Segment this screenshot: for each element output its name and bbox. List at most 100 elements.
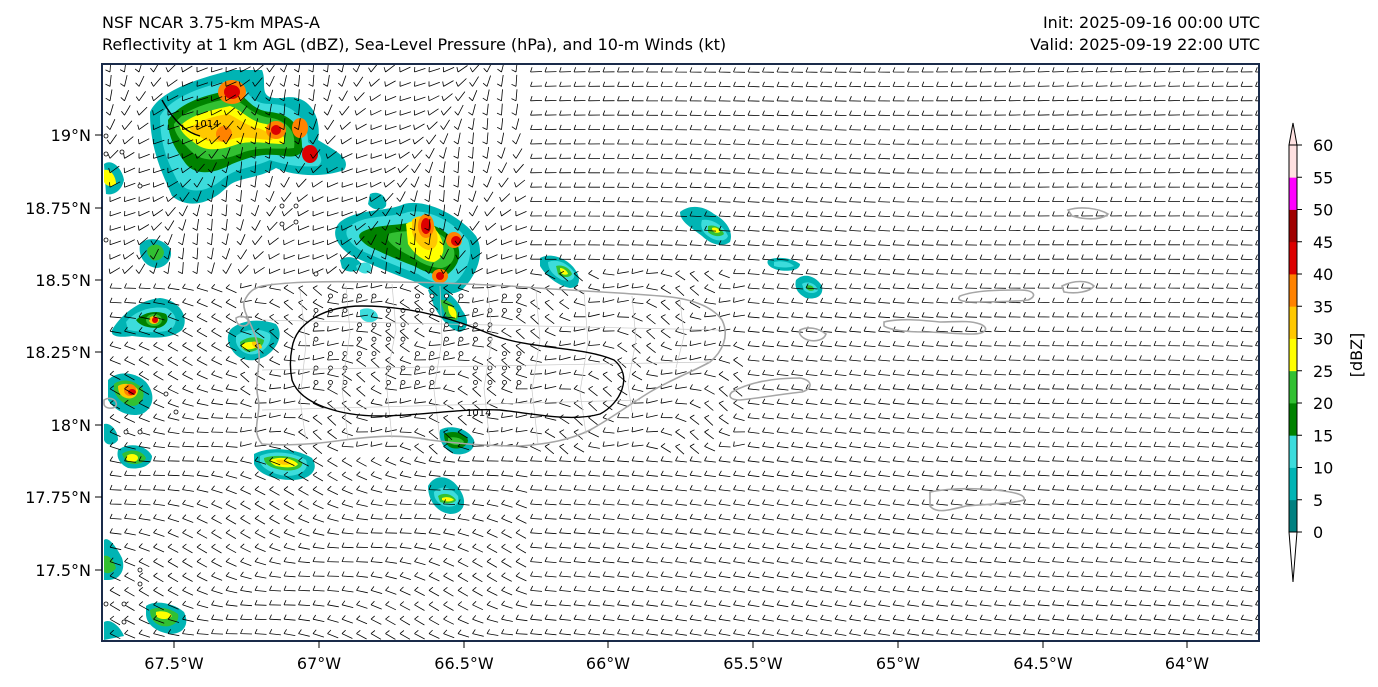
calm-marker [163, 391, 169, 397]
calm-marker [328, 365, 333, 371]
calm-marker [357, 336, 362, 342]
coast-tortola [1061, 280, 1096, 294]
calm-marker [444, 351, 449, 357]
calm-marker [473, 307, 478, 313]
calm-marker [357, 293, 362, 299]
lat-label: 18.75°N [25, 199, 91, 218]
calm-marker [458, 336, 464, 342]
lon-label: 66.5°W [434, 654, 494, 673]
calm-marker [137, 581, 143, 587]
lon-label: 67°W [297, 654, 341, 673]
calm-marker [458, 351, 464, 357]
lat-label: 18.25°N [25, 343, 91, 362]
calm-marker [473, 336, 478, 342]
colorbar-tick-label: 40 [1313, 265, 1333, 284]
municipal-boundaries [261, 283, 721, 445]
valid-time: Valid: 2025-09-19 22:00 UTC [1029, 35, 1260, 54]
lat-label: 17.75°N [25, 488, 91, 507]
calm-marker [415, 351, 420, 357]
calm-marker [371, 336, 377, 342]
colorbar-tick-label: 15 [1313, 426, 1333, 445]
lat-label: 19°N [51, 126, 91, 145]
calm-marker [487, 365, 493, 371]
colorbar-band [1289, 306, 1297, 339]
coastlines [103, 207, 1110, 512]
model-title: NSF NCAR 3.75-km MPAS-A [102, 13, 320, 32]
calm-marker [313, 307, 319, 313]
colorbar-tick-label: 60 [1313, 136, 1333, 155]
colorbar: 0 5 10 15 20 25 30 35 40 45 50 55 60 [dBZ] [1288, 122, 1366, 583]
colorbar-band [1289, 209, 1297, 243]
calm-marker [502, 379, 507, 385]
calm-marker [137, 567, 143, 573]
calm-marker [516, 365, 522, 371]
colorbar-tick-label: 45 [1313, 233, 1333, 252]
calm-marker [429, 379, 435, 385]
isobar-label-south: 1014 [466, 408, 491, 419]
lat-label: 17.5°N [35, 561, 91, 580]
colorbar-extend-top [1288, 122, 1298, 146]
calm-marker [400, 379, 406, 385]
colorbar-band [1289, 435, 1297, 468]
lon-label: 67.5°W [144, 654, 204, 673]
lon-label: 64°W [1165, 654, 1209, 673]
calm-marker [400, 365, 406, 371]
storm-cell-west-coast [104, 162, 280, 361]
calm-marker [357, 322, 362, 328]
coast-st-croix [929, 487, 1025, 512]
calm-marker [279, 221, 285, 227]
calm-marker [429, 307, 435, 313]
storm-cell-north-central [335, 192, 481, 332]
colorbar-label: [dBZ] [1347, 333, 1366, 378]
latitude-labels: 19°N 18.75°N 18.5°N 18.25°N 18°N 17.75°N… [25, 126, 91, 580]
coast-culebra [798, 327, 827, 342]
calm-marker [386, 336, 391, 342]
calm-marker [293, 203, 299, 209]
isobar-label-north: 1014 [194, 119, 219, 130]
calm-marker [103, 237, 109, 243]
field-description: Reflectivity at 1 km AGL (dBZ), Sea-Leve… [102, 35, 727, 54]
calm-marker [279, 203, 285, 209]
colorbar-tick-label: 35 [1313, 297, 1333, 316]
calm-marker [516, 379, 522, 385]
coast-st-thomas [883, 318, 987, 335]
calm-marker [123, 429, 129, 435]
colorbar-tick-label: 5 [1313, 491, 1323, 510]
calm-marker [400, 336, 406, 342]
calm-marker [502, 351, 507, 357]
calm-marker [415, 293, 420, 299]
colorbar-tick-label: 10 [1313, 459, 1333, 478]
colorbar-band [1289, 274, 1297, 307]
colorbar-band [1289, 338, 1297, 372]
lon-label: 66°W [586, 654, 630, 673]
calm-marker [371, 322, 377, 328]
calm-marker [516, 351, 522, 357]
calm-marker [313, 271, 319, 277]
calm-marker [386, 322, 391, 328]
calm-marker [473, 365, 478, 371]
calm-marker [103, 601, 109, 607]
calm-marker [458, 293, 464, 299]
calm-marker [415, 379, 420, 385]
lon-label: 65.5°W [723, 654, 783, 673]
colorbar-band [1289, 403, 1297, 436]
calm-marker [313, 379, 319, 385]
colorbar-band [1289, 467, 1297, 501]
calm-marker [429, 351, 435, 357]
lat-label: 18°N [51, 416, 91, 435]
wind-barbs [105, 64, 1259, 640]
lon-label: 65°W [876, 654, 920, 673]
calm-marker [429, 293, 435, 299]
calm-marker [313, 336, 319, 342]
calm-marker [342, 379, 348, 385]
calm-marker [103, 133, 109, 139]
calm-marker [444, 293, 449, 299]
colorbar-band [1289, 370, 1297, 404]
calm-marker [121, 619, 127, 625]
isobar-1014 [161, 99, 625, 419]
calm-marker [502, 307, 507, 313]
calm-marker [502, 293, 507, 299]
colorbar-band [1289, 499, 1297, 533]
